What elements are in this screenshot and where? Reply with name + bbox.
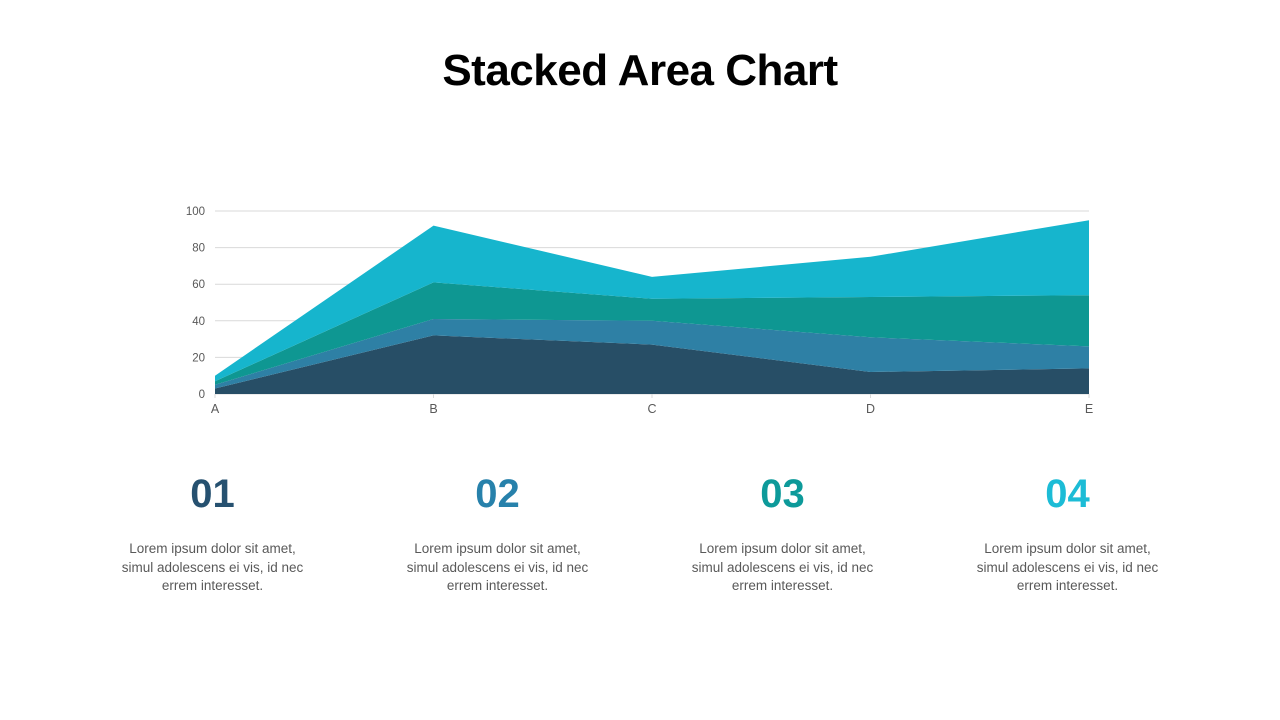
feature-description-4: Lorem ipsum dolor sit amet, simul adoles… [925,540,1210,596]
description-line: Lorem ipsum dolor sit amet, [699,541,866,556]
feature-item-3: 03 Lorem ipsum dolor sit amet, simul ado… [640,474,925,596]
feature-columns: 01 Lorem ipsum dolor sit amet, simul ado… [70,474,1210,596]
feature-item-4: 04 Lorem ipsum dolor sit amet, simul ado… [925,474,1210,596]
y-axis-label: 40 [192,316,205,328]
x-axis-label: A [211,402,220,416]
description-line: Lorem ipsum dolor sit amet, [129,541,296,556]
y-axis-label: 60 [192,279,205,291]
y-axis-label: 100 [186,206,205,218]
chart-canvas: 0 20 40 60 80 100 A B C D E [186,206,1093,416]
area-series-2 [215,319,1089,389]
description-line: simul adolescens ei vis, id nec [406,559,589,575]
description-line: simul adolescens ei vis, id nec [691,559,874,575]
x-axis-label: E [1085,402,1093,416]
y-axis-label: 20 [192,352,205,364]
feature-description-3: Lorem ipsum dolor sit amet, simul adoles… [640,540,925,596]
description-line: errem interesset. [731,578,834,594]
feature-item-2: 02 Lorem ipsum dolor sit amet, simul ado… [355,474,640,596]
feature-description-1: Lorem ipsum dolor sit amet, simul adoles… [70,540,355,596]
y-axis-label: 80 [192,243,205,255]
feature-number-1: 01 [190,472,235,516]
x-axis-label: C [647,402,656,416]
area-series-4 [215,220,1089,382]
y-axis-label: 0 [199,389,205,401]
area-series-1 [215,335,1089,394]
stacked-area-chart: 0 20 40 60 80 100 A B C D E [170,200,1100,435]
description-line: simul adolescens ei vis, id nec [976,559,1159,575]
x-axis-label: B [429,402,437,416]
area-series-3 [215,282,1089,385]
description-line: simul adolescens ei vis, id nec [121,559,304,575]
description-line: errem interesset. [446,578,549,594]
x-axis-label: D [866,402,875,416]
description-line: errem interesset. [1016,578,1119,594]
feature-description-2: Lorem ipsum dolor sit amet, simul adoles… [355,540,640,596]
feature-number-3: 03 [760,472,805,516]
description-line: errem interesset. [161,578,264,594]
description-line: Lorem ipsum dolor sit amet, [414,541,581,556]
feature-item-1: 01 Lorem ipsum dolor sit amet, simul ado… [70,474,355,596]
page-title: Stacked Area Chart [442,46,838,95]
feature-number-4: 04 [1045,472,1090,516]
description-line: Lorem ipsum dolor sit amet, [984,541,1151,556]
feature-number-2: 02 [475,472,520,516]
